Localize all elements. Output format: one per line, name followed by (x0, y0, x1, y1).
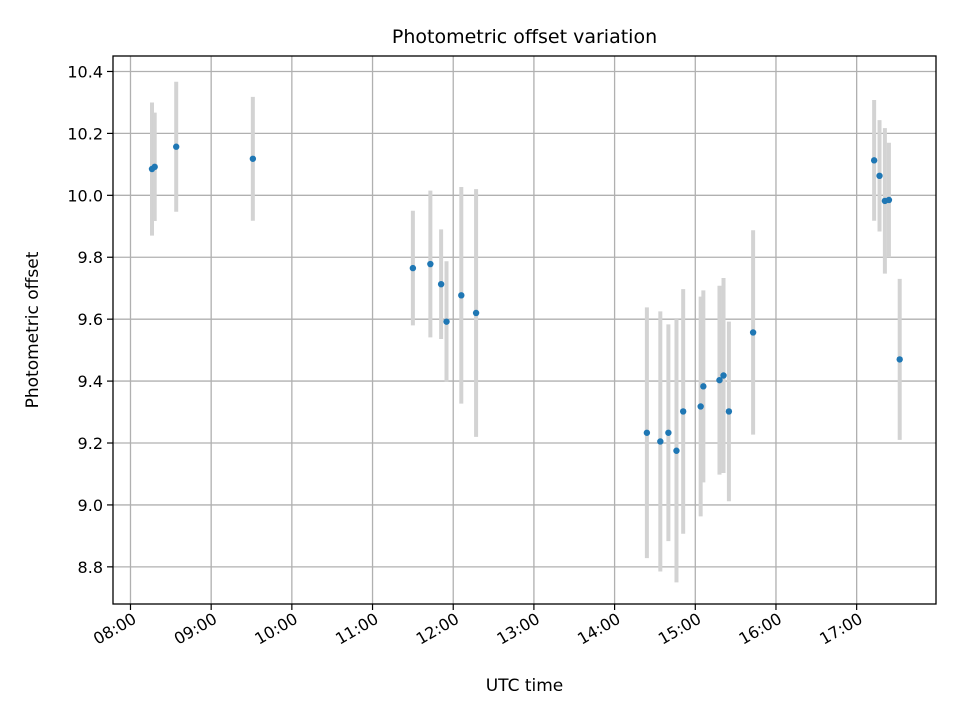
data-point (151, 163, 158, 171)
plot-frame (112, 55, 937, 605)
data-point (700, 383, 707, 390)
error-bars (149, 81, 902, 583)
y-tick-label: 10.2 (67, 124, 103, 143)
data-point (679, 408, 687, 415)
y-tick-label: 9.0 (78, 496, 103, 515)
y-tick-label: 10.4 (67, 62, 103, 81)
x-tick-label: 11:00 (332, 609, 381, 649)
data-point (716, 376, 723, 384)
grid (113, 56, 936, 604)
data-point (458, 292, 465, 299)
data-point (665, 429, 672, 436)
x-axis-ticks: 08:00 09:00 10:00 11:00 12:00 13:00 14:00 15:00… (90, 604, 866, 649)
data-point (427, 260, 434, 268)
x-tick-label: 14:00 (574, 609, 623, 649)
data-point (472, 309, 480, 317)
x-tick-label: 10:00 (251, 609, 300, 649)
data-point (725, 408, 733, 415)
y-tick-label: 10.0 (67, 186, 103, 205)
data-point (876, 172, 883, 180)
y-tick-label: 9.8 (78, 248, 103, 267)
data-point (443, 318, 450, 325)
data-point (749, 329, 757, 336)
x-tick-label: 15:00 (655, 609, 704, 649)
data-point (657, 438, 664, 445)
x-tick-label: 13:00 (493, 609, 542, 649)
data-point (249, 155, 257, 162)
x-tick-label: 09:00 (171, 609, 220, 649)
x-axis-title: UTC time (486, 676, 564, 696)
y-tick-label: 9.6 (78, 310, 103, 329)
y-axis-title: Photometric offset (23, 251, 43, 408)
y-axis-ticks: 8.8 9.0 9.2 9.4 9.6 9.8 10.0 10.2 10.4 (67, 62, 113, 577)
data-point (720, 372, 727, 379)
data-point (673, 447, 680, 454)
y-tick-label: 9.2 (78, 434, 103, 453)
data-points (148, 143, 903, 454)
x-tick-label: 12:00 (413, 609, 462, 649)
chart-title: Photometric offset variation (392, 26, 657, 48)
x-tick-label: 17:00 (816, 609, 865, 649)
data-point (896, 356, 903, 363)
x-tick-label: 08:00 (90, 609, 139, 649)
data-point (643, 429, 651, 436)
y-tick-label: 9.4 (78, 372, 103, 391)
data-point (437, 280, 445, 288)
data-point (697, 403, 704, 410)
data-point (173, 143, 180, 150)
y-tick-label: 8.8 (78, 558, 103, 577)
x-tick-label: 16:00 (736, 609, 785, 649)
data-point (885, 196, 893, 204)
data-point (409, 264, 417, 272)
data-point (870, 157, 878, 164)
